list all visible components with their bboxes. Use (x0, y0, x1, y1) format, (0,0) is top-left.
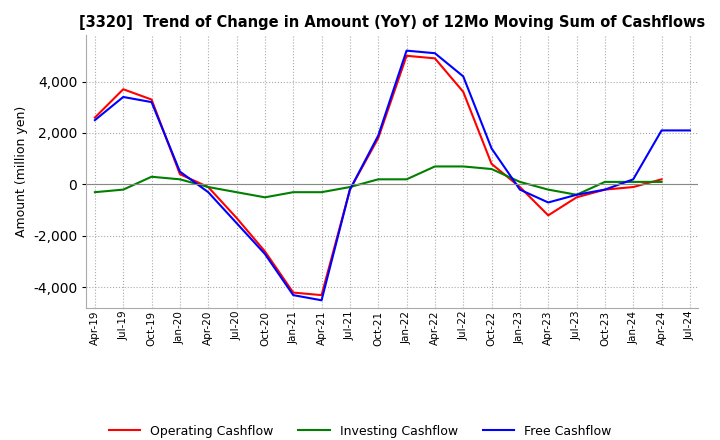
Line: Operating Cashflow: Operating Cashflow (95, 56, 662, 295)
Investing Cashflow (148, 174, 156, 180)
Operating Cashflow (516, 184, 524, 190)
Investing Cashflow (516, 179, 524, 184)
Operating Cashflow (318, 293, 326, 298)
Investing Cashflow (657, 179, 666, 184)
Free Cashflow (572, 192, 581, 198)
Investing Cashflow (261, 194, 269, 200)
Free Cashflow (657, 128, 666, 133)
Operating Cashflow (402, 53, 411, 59)
Investing Cashflow (91, 190, 99, 195)
Operating Cashflow (544, 213, 552, 218)
Free Cashflow (148, 99, 156, 105)
Operating Cashflow (119, 87, 127, 92)
Investing Cashflow (600, 179, 609, 184)
Free Cashflow (516, 187, 524, 192)
Line: Investing Cashflow: Investing Cashflow (95, 166, 662, 197)
Free Cashflow (402, 48, 411, 53)
Title: [3320]  Trend of Change in Amount (YoY) of 12Mo Moving Sum of Cashflows: [3320] Trend of Change in Amount (YoY) o… (79, 15, 706, 30)
Operating Cashflow (204, 184, 212, 190)
Operating Cashflow (233, 215, 241, 220)
Operating Cashflow (148, 97, 156, 102)
Operating Cashflow (572, 194, 581, 200)
Operating Cashflow (629, 184, 637, 190)
Operating Cashflow (431, 56, 439, 61)
Free Cashflow (459, 74, 467, 79)
Operating Cashflow (91, 115, 99, 120)
Free Cashflow (176, 169, 184, 174)
Free Cashflow (431, 51, 439, 56)
Free Cashflow (261, 251, 269, 257)
Investing Cashflow (176, 177, 184, 182)
Investing Cashflow (204, 184, 212, 190)
Investing Cashflow (487, 166, 496, 172)
Investing Cashflow (233, 190, 241, 195)
Free Cashflow (685, 128, 694, 133)
Investing Cashflow (402, 177, 411, 182)
Free Cashflow (346, 187, 354, 192)
Free Cashflow (289, 293, 297, 298)
Investing Cashflow (459, 164, 467, 169)
Free Cashflow (629, 177, 637, 182)
Free Cashflow (233, 220, 241, 226)
Operating Cashflow (261, 249, 269, 254)
Operating Cashflow (374, 136, 382, 141)
Operating Cashflow (176, 172, 184, 177)
Investing Cashflow (374, 177, 382, 182)
Free Cashflow (544, 200, 552, 205)
Operating Cashflow (657, 177, 666, 182)
Operating Cashflow (289, 290, 297, 295)
Legend: Operating Cashflow, Investing Cashflow, Free Cashflow: Operating Cashflow, Investing Cashflow, … (104, 420, 616, 440)
Investing Cashflow (544, 187, 552, 192)
Operating Cashflow (600, 187, 609, 192)
Investing Cashflow (318, 190, 326, 195)
Investing Cashflow (629, 179, 637, 184)
Free Cashflow (119, 94, 127, 99)
Operating Cashflow (346, 187, 354, 192)
Free Cashflow (600, 187, 609, 192)
Y-axis label: Amount (million yen): Amount (million yen) (14, 106, 27, 237)
Investing Cashflow (431, 164, 439, 169)
Line: Free Cashflow: Free Cashflow (95, 51, 690, 300)
Investing Cashflow (346, 184, 354, 190)
Free Cashflow (91, 117, 99, 123)
Investing Cashflow (119, 187, 127, 192)
Free Cashflow (204, 190, 212, 195)
Free Cashflow (374, 133, 382, 138)
Free Cashflow (487, 146, 496, 151)
Investing Cashflow (289, 190, 297, 195)
Operating Cashflow (487, 161, 496, 166)
Free Cashflow (318, 297, 326, 303)
Operating Cashflow (459, 89, 467, 95)
Investing Cashflow (572, 192, 581, 198)
